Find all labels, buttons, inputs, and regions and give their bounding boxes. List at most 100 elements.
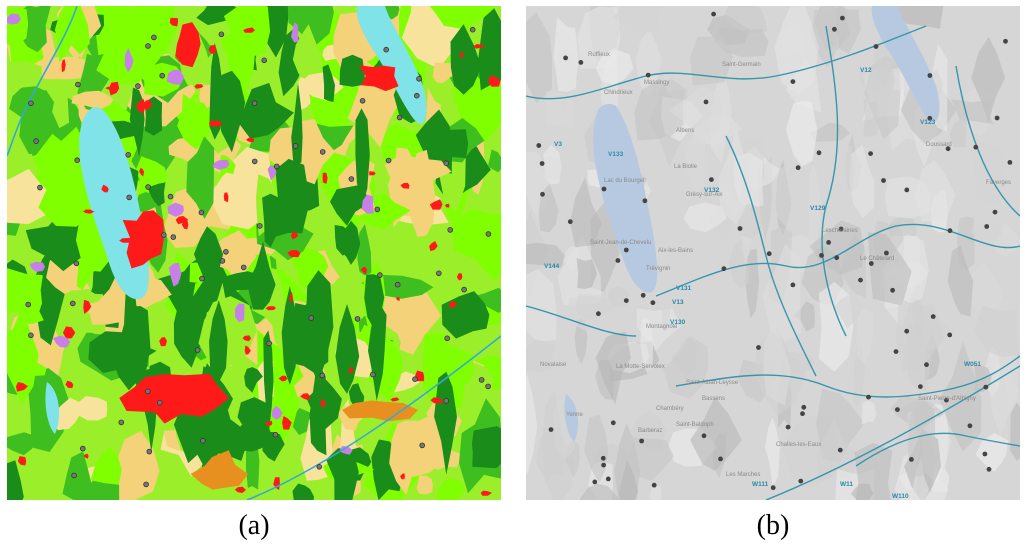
- urban-spot: [83, 453, 89, 459]
- urban-spot: [139, 168, 145, 177]
- road-label: W111: [752, 481, 769, 488]
- relief-shade: [794, 301, 815, 332]
- place-label: Lescheraines: [822, 228, 858, 234]
- relief-shade: [690, 396, 742, 471]
- station-marker: [145, 388, 151, 395]
- station-marker: [33, 138, 39, 144]
- station-marker: [118, 419, 125, 426]
- place-label: Saint-Alban-Leysse: [686, 380, 739, 386]
- station-marker: [75, 81, 81, 88]
- industrial-patch: [166, 69, 185, 85]
- station-marker: [383, 46, 390, 53]
- station-marker: [721, 266, 727, 272]
- place-label: La Biolle: [674, 164, 698, 170]
- relief-shade: [595, 331, 631, 405]
- station-marker: [396, 114, 403, 121]
- relief-shade: [526, 339, 556, 373]
- urban-spot: [83, 299, 92, 314]
- forest-patch: [124, 276, 139, 373]
- station-marker: [834, 255, 840, 261]
- station-marker: [610, 420, 616, 426]
- urban-spot: [119, 237, 131, 243]
- station-marker: [219, 258, 226, 264]
- station-marker: [412, 376, 418, 383]
- urban-spot: [400, 182, 410, 189]
- urban-spot: [186, 382, 198, 397]
- road-label: V129: [810, 205, 826, 212]
- station-marker: [145, 43, 151, 49]
- station-marker: [904, 328, 910, 334]
- urban-spot: [430, 397, 443, 404]
- relief-shade: [568, 294, 616, 332]
- lake-aiguebelette: [564, 394, 579, 442]
- station-marker: [374, 206, 381, 213]
- station-marker: [819, 253, 824, 258]
- lake-annecy: [356, 6, 427, 125]
- station-marker: [801, 404, 807, 410]
- station-marker: [984, 224, 990, 229]
- station-marker: [443, 160, 450, 167]
- station-marker: [645, 72, 651, 78]
- station-marker: [198, 209, 205, 216]
- urban-spot: [194, 84, 204, 89]
- relief-shade: [785, 100, 818, 167]
- urban-spot: [459, 51, 464, 59]
- quarry-patch: [190, 450, 248, 490]
- place-label: Faverges: [986, 180, 1011, 186]
- station-marker: [800, 411, 805, 417]
- station-marker: [826, 240, 831, 245]
- land-patch: [81, 296, 130, 325]
- station-marker: [539, 161, 545, 166]
- place-label: Albens: [676, 128, 694, 134]
- land-patch: [80, 480, 120, 500]
- station-marker: [370, 371, 376, 378]
- relief-shade: [770, 163, 809, 232]
- station-marker: [359, 98, 366, 104]
- forest-patch: [179, 263, 191, 316]
- forest-patch: [436, 128, 469, 159]
- station-marker: [135, 83, 141, 89]
- road-line: [855, 432, 1020, 467]
- station-marker: [601, 186, 607, 192]
- station-marker: [711, 11, 716, 17]
- station-marker: [832, 26, 837, 32]
- station-marker: [416, 76, 422, 82]
- station-marker: [868, 261, 874, 266]
- relief-shade: [723, 6, 768, 34]
- station-marker: [596, 311, 601, 317]
- place-label: Grésy-sur-Aix: [686, 192, 723, 198]
- station-marker: [266, 340, 272, 347]
- relief-shade: [856, 307, 874, 365]
- station-marker: [223, 249, 229, 255]
- road-label: V131: [676, 285, 692, 292]
- land-patch: [76, 396, 108, 421]
- industrial-patch: [361, 194, 374, 214]
- station-marker: [967, 423, 973, 429]
- forest-patch: [273, 158, 310, 238]
- relief-shade: [553, 17, 579, 92]
- station-marker: [319, 149, 326, 155]
- forest-patch: [237, 397, 271, 442]
- forest-patch: [262, 193, 282, 248]
- station-marker: [478, 377, 485, 383]
- station-marker: [605, 476, 611, 482]
- relief-shade: [526, 12, 553, 103]
- relief-shade: [912, 457, 929, 500]
- land-patch: [147, 182, 166, 207]
- urban-spot: [429, 241, 438, 252]
- land-patch: [326, 448, 359, 500]
- lake-annecy: [871, 6, 940, 123]
- land-patch: [287, 6, 334, 47]
- station-marker: [540, 191, 545, 197]
- relief-shade: [612, 6, 660, 35]
- relief-shade: [833, 295, 864, 329]
- urban-spot: [223, 192, 229, 203]
- relief-shade: [526, 268, 557, 342]
- land-patch: [292, 24, 320, 75]
- urban-spot: [444, 203, 450, 208]
- land-patch: [432, 62, 455, 84]
- urban-spot: [473, 44, 487, 49]
- relief-shade: [914, 159, 956, 222]
- relief-shade: [810, 122, 851, 142]
- place-label: Barberaz: [638, 428, 662, 434]
